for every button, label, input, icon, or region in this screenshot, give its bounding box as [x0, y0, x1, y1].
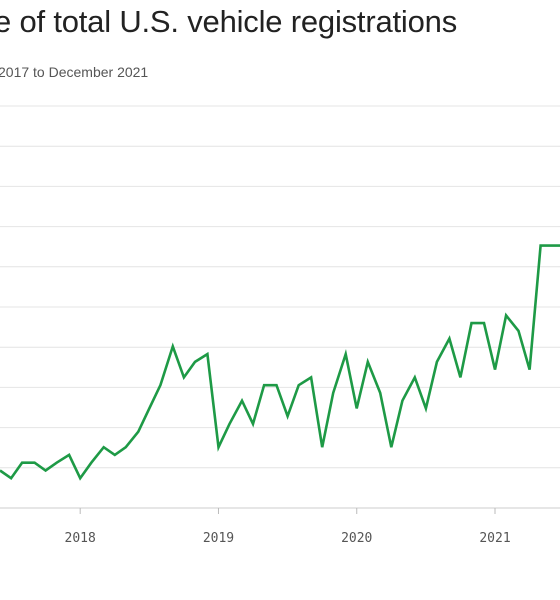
x-tick-label: 2019: [203, 531, 234, 546]
x-tick-label: 2018: [65, 531, 96, 546]
x-axis-ticks: [79, 508, 496, 514]
chart-subtitle: 2017 to December 2021: [0, 64, 149, 80]
x-axis-labels: 2018 2019 2020 2021: [65, 531, 511, 546]
x-tick-label: 2021: [479, 531, 510, 546]
chart-title: e of total U.S. vehicle registrations: [0, 4, 457, 39]
gridlines: [0, 105, 560, 509]
series-lines: [0, 244, 560, 481]
series-line: [0, 244, 560, 481]
x-tick-label: 2020: [341, 531, 372, 546]
